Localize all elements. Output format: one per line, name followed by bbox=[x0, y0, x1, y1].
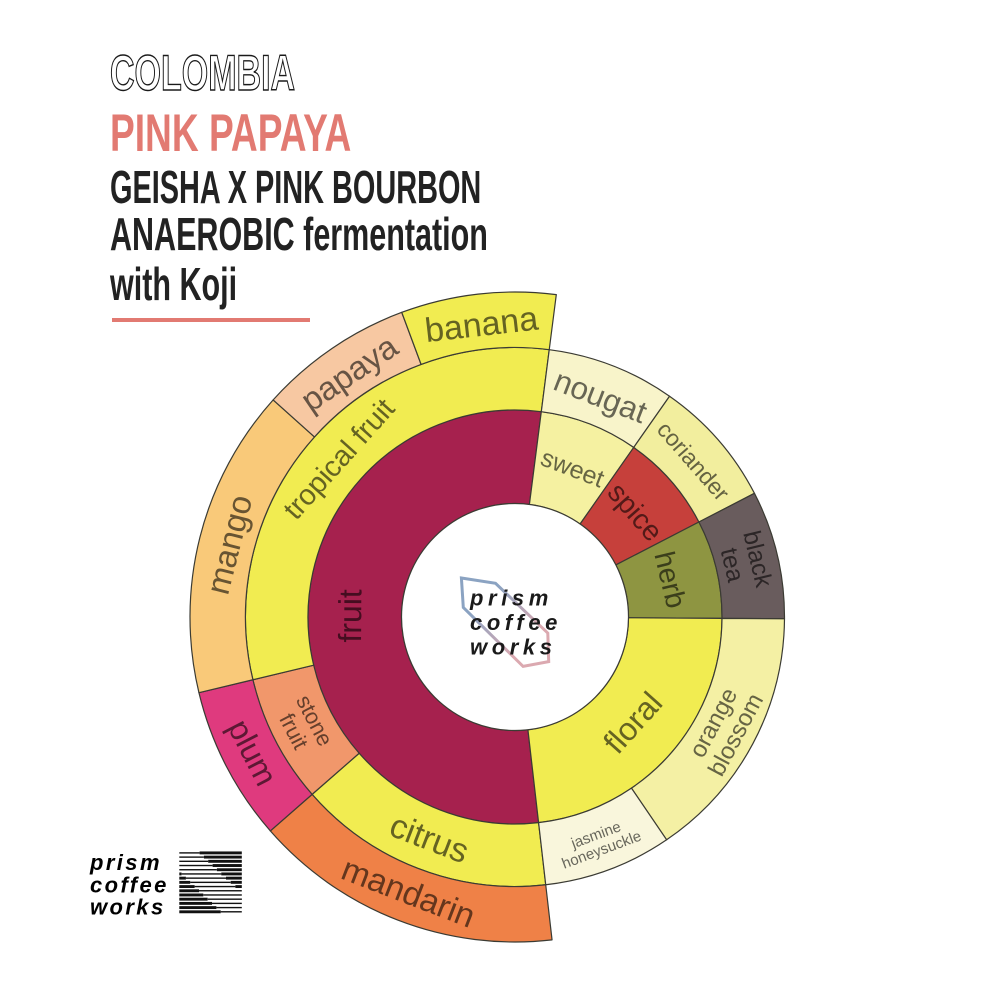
svg-text:prism: prism bbox=[89, 850, 162, 875]
svg-text:coffee: coffee bbox=[90, 872, 169, 897]
svg-text:works: works bbox=[470, 634, 557, 659]
svg-text:prism: prism bbox=[469, 586, 553, 611]
svg-text:coffee: coffee bbox=[470, 610, 562, 635]
svg-text:works: works bbox=[90, 895, 166, 920]
svg-text:fruit: fruit bbox=[332, 589, 368, 643]
